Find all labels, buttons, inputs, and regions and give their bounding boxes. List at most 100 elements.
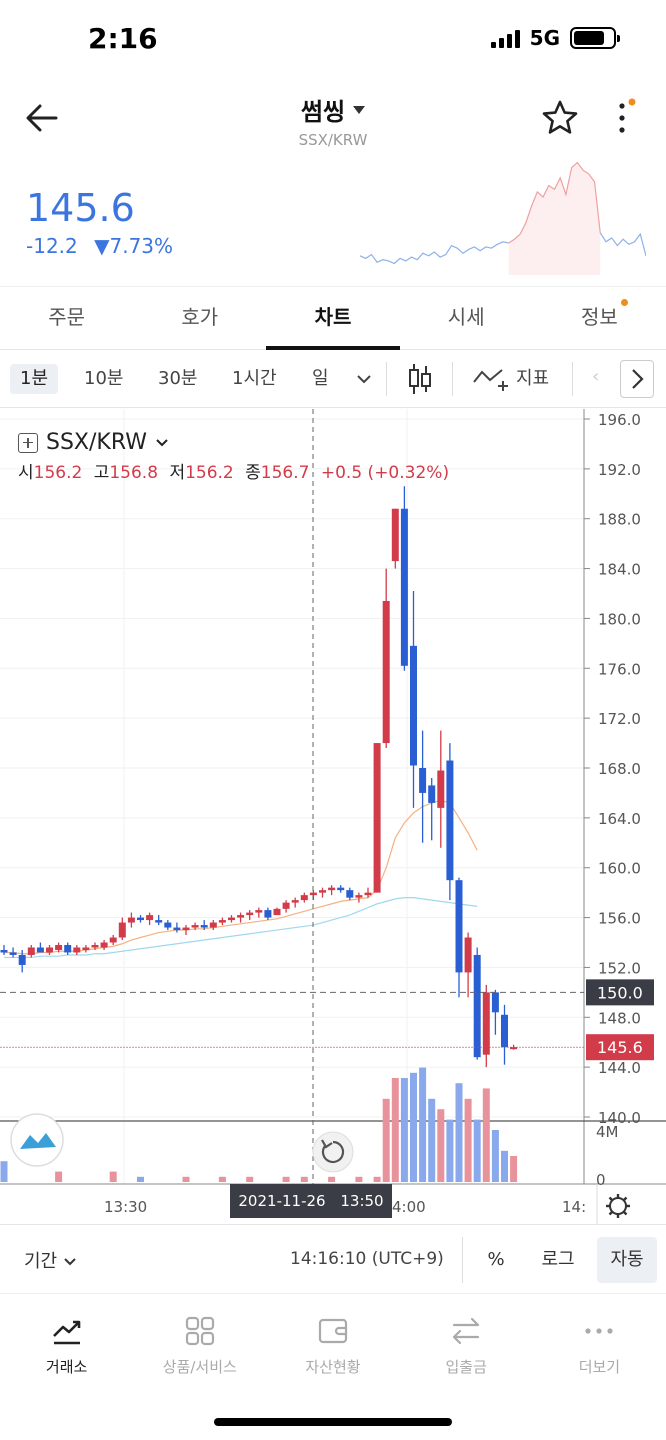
gear-tooth <box>608 1196 614 1202</box>
chart-logo-button[interactable] <box>10 1113 64 1167</box>
candle-body <box>464 937 472 973</box>
tab-info[interactable]: 정보 <box>533 287 666 349</box>
price-chart[interactable]: 196.0 192.0 188.0 184.0 180.0 176.0 172.0 168.0… <box>0 409 666 1224</box>
crosshair-time-label: 2021-11-26 13:50 <box>230 1184 392 1218</box>
volume-bar <box>391 1078 399 1182</box>
chevron-down-icon[interactable] <box>356 372 372 386</box>
indicator-label[interactable]: 지표 <box>516 368 550 389</box>
candle-body <box>282 902 290 909</box>
new-badge-dot <box>620 299 628 306</box>
interval-day[interactable]: 일 <box>312 368 329 389</box>
volume-bar <box>491 1130 499 1182</box>
gear-tooth <box>622 1210 628 1216</box>
divider <box>572 362 573 396</box>
header-title-block[interactable]: 썸씽 SSX/KRW <box>0 92 666 149</box>
nav-more[interactable]: 더보기 <box>533 1298 666 1398</box>
interval-30m[interactable]: 30분 <box>158 368 198 389</box>
nav-label: 자산현황 <box>305 1358 361 1376</box>
volume-bar <box>218 1176 226 1182</box>
volume-bar <box>428 1098 436 1182</box>
interval-1h[interactable]: 1시간 <box>232 368 277 389</box>
candle-body <box>164 922 172 928</box>
volume-bar <box>464 1098 472 1182</box>
nav-assets[interactable]: 자산현황 <box>266 1298 399 1398</box>
nav-products[interactable]: 상품/서비스 <box>133 1298 266 1398</box>
candle-body <box>155 920 163 923</box>
candle-body <box>46 947 53 953</box>
tab-chart[interactable]: 차트 <box>266 287 400 350</box>
crosshair-price-tag <box>586 979 654 1006</box>
reset-zoom-button[interactable] <box>312 1131 354 1173</box>
chart-toolbar: 1분 10분 30분 1시간 일 지표 ‹ <box>0 350 666 408</box>
tab-orderbook[interactable]: 호가 <box>181 305 219 329</box>
volume-axis-label: 4M <box>596 1123 619 1141</box>
chevron-down-icon <box>64 1258 76 1266</box>
low-value: 156.2 <box>185 463 234 483</box>
next-button[interactable] <box>620 360 654 398</box>
percent-scale-button[interactable]: % <box>487 1249 505 1270</box>
candle-body <box>246 912 254 916</box>
candle-body <box>491 992 499 1013</box>
interval-1m[interactable]: 1분 <box>10 364 59 394</box>
candle-body <box>137 917 144 921</box>
status-indicators: 5G <box>490 26 620 50</box>
network-label: 5G <box>529 26 560 50</box>
favorite-star-icon[interactable] <box>540 98 580 138</box>
divider <box>462 1237 463 1283</box>
auto-scale-button[interactable]: 자동 <box>597 1237 657 1283</box>
back-arrow-icon[interactable] <box>24 98 64 138</box>
chart-settings-gear-icon[interactable] <box>606 1194 630 1218</box>
nav-deposit-withdraw[interactable]: 입출금 <box>400 1298 533 1398</box>
y-tick-label: 156.0 <box>598 910 641 928</box>
indicator-icon[interactable] <box>472 366 510 396</box>
candle-body <box>91 944 99 948</box>
volume-bar <box>182 1176 190 1182</box>
tab-order[interactable]: 주문 <box>48 305 85 329</box>
volume-bar <box>455 1083 463 1182</box>
candle-body <box>146 915 154 921</box>
candle-body <box>337 887 345 891</box>
candle-body <box>228 917 235 921</box>
chart-symbol-selector[interactable]: SSX/KRW <box>18 430 169 455</box>
coin-selector[interactable]: 썸씽 <box>301 92 366 127</box>
bottom-nav: 거래소 상품/서비스 자산현황 입출금 더보기 <box>0 1298 666 1398</box>
sparkline-line-down <box>360 241 509 265</box>
reset-circle <box>312 1131 354 1173</box>
more-dots-icon <box>585 1328 614 1334</box>
candlestick-type-icon[interactable] <box>406 362 434 396</box>
open-label: 시 <box>18 463 34 483</box>
nav-exchange[interactable]: 거래소 <box>0 1298 133 1398</box>
volume-bar <box>55 1171 63 1182</box>
add-compare-icon[interactable] <box>18 432 38 453</box>
volume-bar <box>510 1156 518 1182</box>
prev-arrow-icon[interactable]: ‹ <box>592 366 600 387</box>
candle-body <box>291 900 299 903</box>
volume-bar <box>473 1119 481 1182</box>
volume-bar <box>410 1072 417 1182</box>
more-menu-button[interactable] <box>612 98 636 138</box>
candle-body <box>473 954 481 1058</box>
interval-10m[interactable]: 10분 <box>84 368 124 389</box>
candle-body <box>400 508 408 666</box>
moving-average-short <box>4 799 478 955</box>
tab-market-price[interactable]: 시세 <box>447 305 485 329</box>
period-selector[interactable]: 기간 <box>24 1247 77 1273</box>
change-percent: ▼7.73% <box>94 234 174 258</box>
volume-bar <box>246 1176 254 1182</box>
chevron-right-icon <box>632 369 644 389</box>
logo-circle <box>10 1113 64 1167</box>
candle-body <box>27 947 35 955</box>
volume-bar <box>282 1176 290 1182</box>
volume-bar <box>419 1067 427 1182</box>
ohlc-legend: 시156.2 고156.8 저156.2 종156.7 +0.5 (+0.32%… <box>18 458 449 483</box>
close-label: 종 <box>245 463 261 483</box>
price-sparkline <box>360 161 646 275</box>
candle-body <box>510 1047 518 1050</box>
candle-body <box>255 910 263 913</box>
log-scale-button[interactable]: 로그 <box>541 1249 575 1270</box>
volume-bar <box>437 1109 445 1182</box>
sparkline-area <box>508 162 601 275</box>
candle-body <box>209 922 217 928</box>
candle-body <box>419 768 427 793</box>
candle-body <box>319 890 326 893</box>
